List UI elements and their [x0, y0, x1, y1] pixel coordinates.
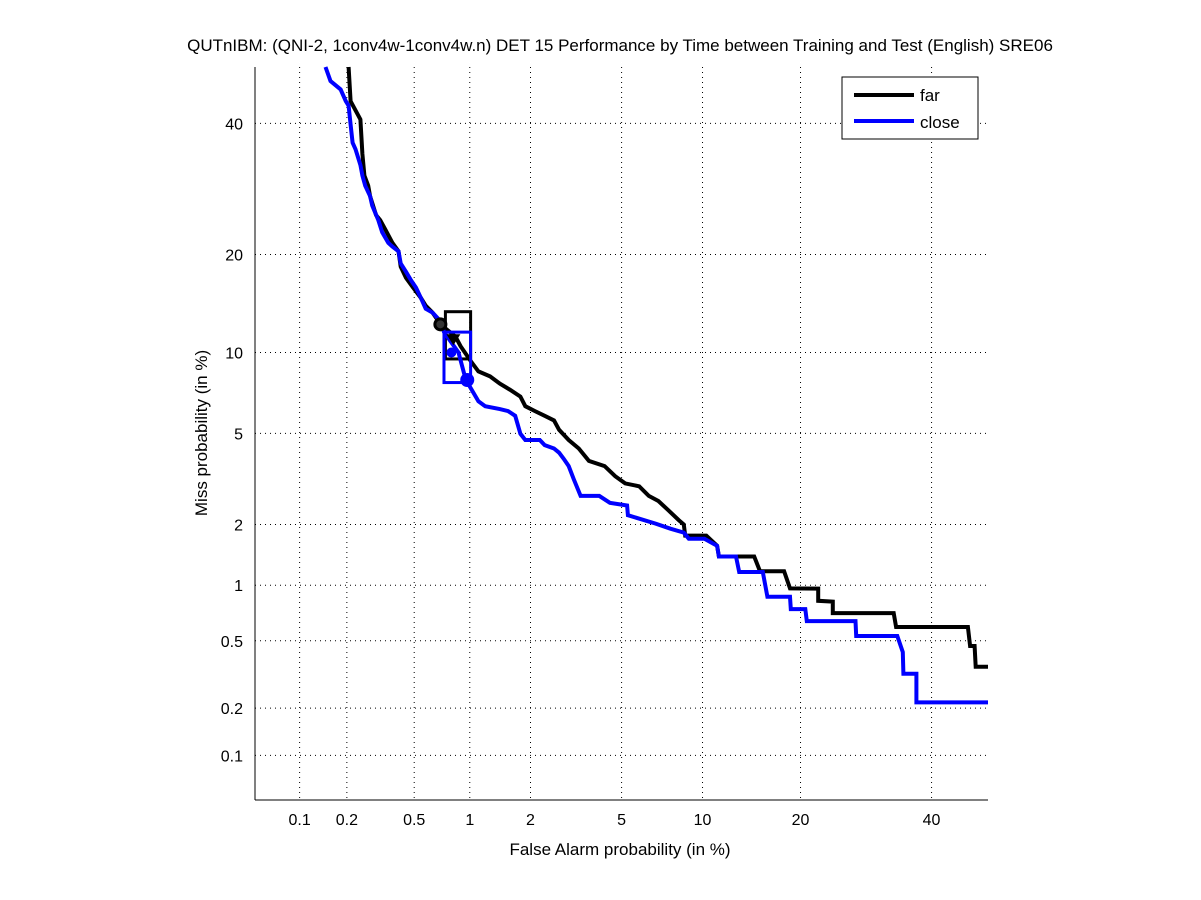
x-tick-label: 0.2 [336, 812, 358, 829]
x-tick-label: 0.5 [403, 812, 425, 829]
y-tick-label: 20 [225, 247, 243, 264]
legend-label-far: far [920, 86, 940, 105]
series-close [323, 66, 988, 705]
act-dcf-marker-far [446, 334, 461, 346]
legend: far close [841, 76, 979, 140]
legend-box [841, 76, 979, 140]
y-tick-label: 40 [225, 116, 243, 133]
y-tick-label: 5 [234, 426, 243, 443]
x-tick-label: 5 [617, 812, 626, 829]
y-tick-label: 0.5 [221, 634, 243, 651]
x-tick-label: 20 [792, 812, 810, 829]
dcf-box-close [442, 330, 473, 385]
y-axis-label: Miss probability (in %) [192, 350, 211, 516]
x-tick-label: 2 [526, 812, 535, 829]
y-tick-label: 10 [225, 345, 243, 362]
x-tick-labels: 0.1 0.2 0.5 1 2 5 10 20 40 [288, 812, 940, 829]
x-axis-label: False Alarm probability (in %) [509, 840, 730, 859]
y-tick-label: 2 [234, 517, 243, 534]
y-tick-label: 1 [234, 578, 243, 595]
x-tick-label: 40 [923, 812, 941, 829]
grid [255, 67, 988, 800]
series-line-far [346, 66, 988, 669]
y-tick-label: 0.2 [221, 701, 243, 718]
chart-title: QUTnIBM: (QNI-2, 1conv4w-1conv4w.n) DET … [187, 36, 1053, 55]
x-tick-label: 1 [465, 812, 474, 829]
legend-label-close: close [920, 113, 960, 132]
min-dcf-marker-far [433, 317, 448, 332]
series-layer [323, 66, 988, 705]
y-tick-label: 0.1 [221, 748, 243, 765]
x-tick-label: 10 [694, 812, 712, 829]
min-dcf-marker-close [460, 372, 475, 387]
series-line-close [323, 66, 988, 705]
act-dcf-marker-close [446, 347, 457, 358]
dcf-markers [433, 317, 475, 387]
x-tick-label: 0.1 [288, 812, 310, 829]
y-tick-labels: 0.1 0.2 0.5 1 2 5 10 20 40 [221, 116, 243, 765]
